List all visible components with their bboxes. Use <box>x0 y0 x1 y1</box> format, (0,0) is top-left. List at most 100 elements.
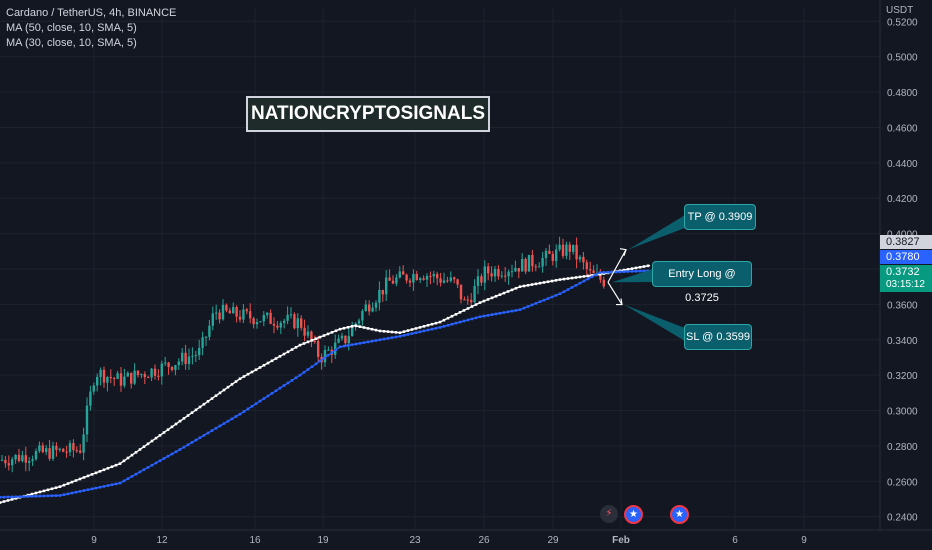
ma-30-legend[interactable]: MA (30, close, 10, SMA, 5) <box>6 37 137 49</box>
ma-30-line-path-marker <box>82 476 86 479</box>
y-tick-label: 0.3000 <box>887 407 918 418</box>
ma-30-line-path-marker <box>54 486 58 490</box>
candle-body <box>561 244 565 256</box>
ma-50-line-path-marker <box>446 323 450 327</box>
candle-body <box>109 376 112 378</box>
ma-50-line-path-marker <box>454 321 458 325</box>
candle-body <box>534 266 537 268</box>
grid <box>0 8 880 530</box>
ma-50-line-path-marker <box>270 392 274 395</box>
ma-50-line-path-marker <box>414 331 418 335</box>
ma-30-line-path-marker <box>334 329 338 333</box>
ma-30-line-path-marker <box>214 394 218 397</box>
ma-50-line-path-marker <box>474 316 478 320</box>
ma-50-line-path-marker <box>554 294 558 297</box>
candle-body <box>385 277 388 295</box>
ma-50-line-path-marker <box>254 402 258 406</box>
ma-50-line-path-marker <box>34 494 38 498</box>
candle-body <box>306 331 310 336</box>
candle-body <box>357 320 361 324</box>
ma-50-line-path-marker <box>154 461 158 465</box>
ma-50-line-path-marker <box>462 319 466 323</box>
us-flag-icon[interactable]: ★ <box>624 505 643 524</box>
ma-50-line-path-marker <box>506 310 510 314</box>
candle-body <box>65 451 68 453</box>
ma-50-line-path-marker <box>238 412 242 416</box>
candle-body <box>153 368 157 376</box>
ma-50-line-path-marker <box>558 292 562 296</box>
candle-body <box>524 258 527 272</box>
ma-30-line-path-marker <box>370 327 374 331</box>
ma-50-line-path-marker <box>374 339 378 342</box>
ma-50-line-path-marker <box>186 443 190 447</box>
ma-50-line-path-marker <box>114 482 118 486</box>
ma-30-line-path-marker <box>10 498 14 501</box>
ma-50-line-path-marker <box>278 386 282 390</box>
ma-30-line-path-marker <box>526 283 530 287</box>
ma-30-line-path-marker <box>522 284 526 288</box>
candle-body <box>17 454 21 461</box>
candle-body <box>340 335 344 339</box>
ma-30-line-path-marker <box>122 459 126 463</box>
entry-callout-pointer <box>612 268 656 283</box>
ma-50-line-path-marker <box>142 468 146 471</box>
candle-body <box>531 254 534 267</box>
ma-50-line-path-marker <box>438 326 442 329</box>
candle-body <box>551 253 554 261</box>
candle-body <box>215 312 218 314</box>
candle-body <box>470 299 473 303</box>
us-flag-icon[interactable]: ★ <box>670 505 689 524</box>
time-axis[interactable]: 9 12 16 19 23 26 29 Feb 6 9 <box>91 535 807 546</box>
ma-50-line-path-marker <box>118 481 122 485</box>
ma-30-line-path-marker <box>466 307 470 310</box>
ma-50-line-path-marker <box>242 410 246 413</box>
symbol-title[interactable]: Cardano / TetherUS, 4h, BINANCE <box>6 7 177 19</box>
ma-50-line-path-marker <box>2 495 6 499</box>
ma-30-line-path-marker <box>158 434 162 437</box>
candle-body <box>514 268 517 272</box>
candle-body <box>72 443 75 451</box>
ma-30-line-path-marker <box>114 463 118 467</box>
candle-body <box>255 322 259 325</box>
x-tick-label: 16 <box>249 535 261 546</box>
ma-50-line-path-marker <box>546 297 550 300</box>
ma-30-line-path-marker <box>342 326 346 330</box>
ma-30-line-path-marker <box>450 314 454 318</box>
candle-body <box>364 304 367 311</box>
ma-50-line-path-marker <box>442 325 446 328</box>
ma-50-line-path-marker <box>82 489 86 492</box>
ma-50-line-path-marker <box>626 270 630 273</box>
candle-body <box>269 312 272 324</box>
ma-50-line-path-marker <box>418 330 422 334</box>
candle-body <box>126 372 129 377</box>
ma-30-line-path-marker <box>570 276 574 280</box>
ma-50-legend[interactable]: MA (50, close, 10, SMA, 5) <box>6 22 137 34</box>
ma-30-line-path-marker <box>58 485 62 488</box>
candle-body <box>405 274 408 281</box>
ma-50-line-path-marker <box>410 332 414 335</box>
ma-50-line-path-marker <box>582 279 586 283</box>
candle-body <box>249 311 252 319</box>
ma-30-line-path-marker <box>490 296 494 300</box>
ma-30-line-path-marker <box>642 265 646 268</box>
ma-50-line-path-marker <box>138 470 142 474</box>
candle-body <box>174 365 177 370</box>
ma-50-line-path-marker <box>634 269 638 273</box>
ma-50-line-path-marker <box>434 326 438 330</box>
candle-body <box>374 302 378 308</box>
ma-30-line-path-marker <box>438 320 442 324</box>
lightning-icon[interactable]: ⚡ <box>600 505 618 523</box>
y-tick-label: 0.5200 <box>887 17 918 28</box>
candle-body <box>415 273 418 281</box>
ma-30-line-path-marker <box>498 293 502 296</box>
ma-50-line-path-marker <box>486 314 490 317</box>
ma-50-line-path-marker <box>70 491 74 495</box>
ma-50-line-path-marker <box>66 492 70 496</box>
ma-50-line-path-marker <box>262 397 266 400</box>
candle-body <box>62 448 65 452</box>
ma-30-line-path-marker <box>298 343 302 347</box>
candle-body <box>517 268 520 272</box>
ma-50-line-path-marker <box>158 459 162 462</box>
ma-30-line-path-marker <box>206 400 210 403</box>
